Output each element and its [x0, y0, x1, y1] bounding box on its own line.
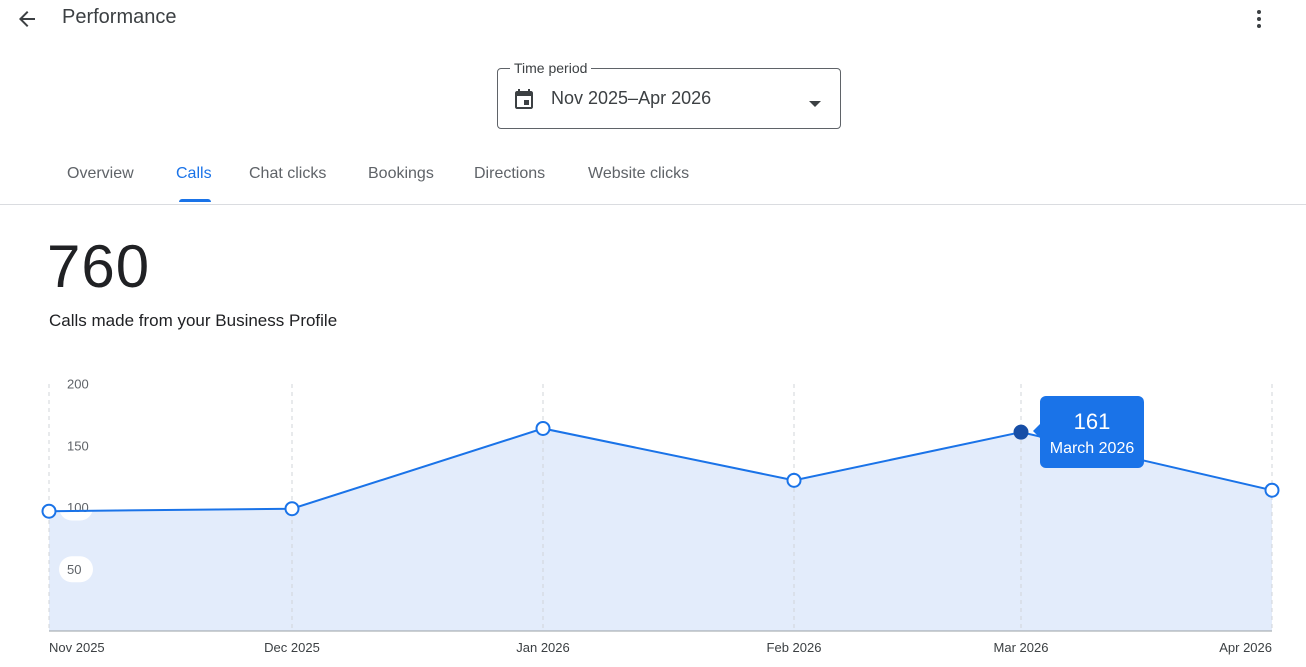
tab-bookings[interactable]: Bookings: [368, 165, 434, 182]
time-period-value: Nov 2025–Apr 2026: [551, 88, 712, 108]
data-point-6[interactable]: [1264, 482, 1280, 498]
top-app-bar: Performance: [0, 0, 1306, 40]
tab-website-clicks[interactable]: Website clicks: [588, 165, 690, 182]
x-tick-label-3: Jan 2026: [516, 640, 570, 655]
tooltip-box: [1040, 396, 1144, 468]
x-tick-label-2: Dec 2025: [264, 640, 320, 655]
x-tick-label-4: Feb 2026: [767, 640, 822, 655]
data-point-5[interactable]: [1013, 424, 1029, 440]
tooltip-value: 161: [1074, 409, 1111, 434]
tab-calls[interactable]: Calls: [176, 165, 212, 182]
calls-line-chart[interactable]: 50 100 150 200 Nov 2025 Dec 2025 Jan 2026 Feb 2…: [0, 370, 1306, 667]
y-tick-label-50: 50: [67, 562, 81, 577]
x-tick-label-5: Mar 2026: [994, 640, 1049, 655]
arrow-back-icon: [19, 11, 35, 27]
tab-chat-clicks[interactable]: Chat clicks: [249, 165, 327, 182]
data-point-4[interactable]: [786, 472, 802, 488]
y-tick-label-100: 100: [67, 500, 89, 515]
tab-overview[interactable]: Overview: [67, 165, 134, 182]
series-area-fill: [49, 428, 1272, 631]
x-tick-label-6: Apr 2026: [1219, 640, 1272, 655]
data-point-2[interactable]: [284, 501, 300, 517]
y-tick-bg-50: [59, 556, 93, 583]
tab-directions[interactable]: Directions: [474, 165, 546, 182]
y-tick-label-150: 150: [67, 438, 89, 453]
back-button[interactable]: [12, 4, 42, 34]
active-tab-indicator: [179, 199, 211, 202]
page-title: Performance: [62, 6, 177, 28]
data-point-1[interactable]: [41, 503, 57, 519]
data-point-3[interactable]: [535, 420, 551, 436]
metric-tabs: Overview Calls Chat clicks Bookings Dire…: [0, 155, 1306, 205]
y-tick-label-200: 200: [67, 377, 89, 392]
y-tick-bg-100: [59, 494, 93, 521]
tooltip-pointer: [1033, 423, 1041, 439]
more-vert-icon: [1257, 10, 1261, 28]
metric-caption: Calls made from your Business Profile: [49, 311, 338, 330]
more-options-button[interactable]: [1244, 4, 1274, 34]
time-period-select[interactable]: Time period Nov 2025–Apr 2026: [497, 60, 841, 129]
time-period-label: Time period: [510, 60, 592, 76]
x-tick-label-1: Nov 2025: [49, 640, 105, 655]
tooltip-label: March 2026: [1050, 440, 1135, 457]
calendar-icon: [512, 88, 536, 117]
dropdown-caret-icon: [808, 95, 822, 113]
metric-total: 760: [47, 233, 151, 300]
